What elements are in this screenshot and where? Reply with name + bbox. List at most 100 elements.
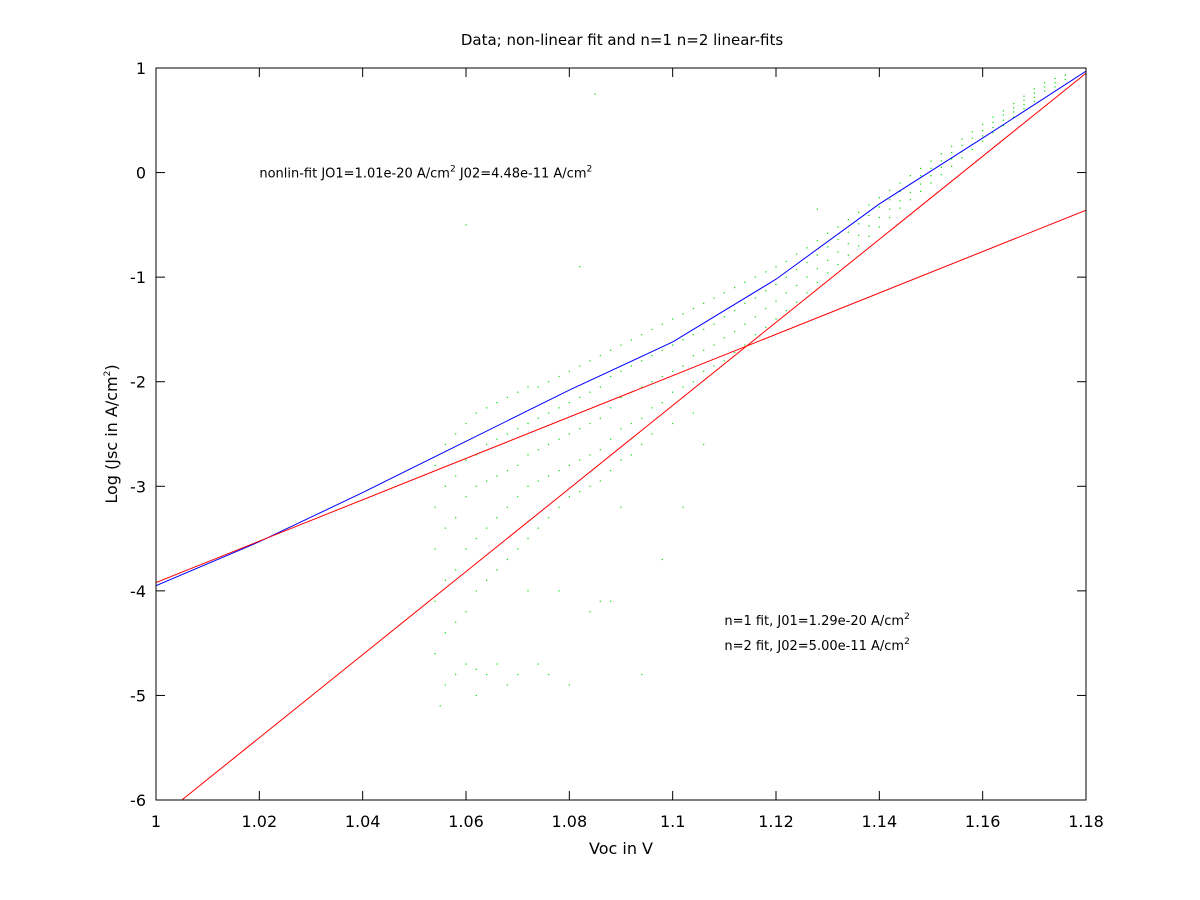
scatter-point [486, 527, 488, 529]
scatter-point [1013, 102, 1015, 105]
scatter-point [620, 396, 622, 398]
scatter-point [475, 590, 477, 592]
scatter-point [651, 381, 653, 383]
scatter-point [796, 301, 798, 303]
scatter-point [868, 225, 870, 227]
scatter-point [672, 318, 674, 320]
scatter-point [796, 269, 798, 271]
scatter-point [1033, 100, 1035, 103]
scatter-point [455, 673, 457, 676]
scatter-series-0 [434, 74, 1066, 707]
scatter-point [486, 407, 488, 409]
scatter-point [775, 266, 777, 268]
scatter-point [775, 318, 777, 320]
scatter-point [599, 417, 601, 419]
scatter-point [816, 268, 818, 270]
scatter-point [455, 569, 457, 571]
scatter-point [889, 199, 891, 201]
y-tick-label: -6 [130, 791, 146, 810]
scatter-point [765, 290, 767, 292]
scatter-point [992, 127, 994, 129]
scatter-point [599, 600, 601, 602]
scatter-point [816, 239, 818, 242]
scatter-point [506, 558, 508, 561]
scatter-point [558, 470, 560, 472]
scatter-point [496, 517, 498, 519]
scatter-point [734, 351, 736, 354]
scatter-point [599, 386, 601, 388]
scatter-point [909, 191, 911, 194]
scatter-point [847, 243, 849, 245]
scatter-point [661, 375, 663, 378]
scatter-point [517, 464, 519, 466]
scatter-point [899, 207, 901, 209]
scatter-point [765, 326, 767, 328]
scatter-point [899, 190, 901, 192]
scatter-point [620, 459, 622, 461]
y-tick-label: -3 [130, 477, 146, 496]
scatter-point [610, 407, 612, 409]
scatter-point [1033, 88, 1035, 90]
scatter-point [641, 673, 643, 676]
scatter-point [1044, 90, 1046, 92]
scatter-point [568, 370, 570, 372]
scatter-point [734, 287, 736, 289]
scatter-point [465, 422, 467, 425]
scatter-point [1054, 77, 1056, 80]
scatter-point [858, 223, 860, 225]
x-tick-label: 1.02 [242, 812, 278, 831]
scatter-point [754, 297, 756, 299]
scatter-point [868, 204, 870, 206]
scatter-point [754, 316, 756, 318]
scatter-point [641, 443, 643, 446]
scatter-point [827, 272, 829, 274]
scatter-point [599, 480, 601, 482]
scatter-point [651, 433, 653, 435]
scatter-point [992, 121, 994, 123]
scatter-point [878, 197, 880, 199]
scatter-point [610, 375, 612, 378]
scatter-point [579, 428, 581, 430]
x-tick-label: 1.04 [345, 812, 381, 831]
scatter-point [486, 443, 488, 446]
scatter-point [961, 138, 963, 140]
scatter-point [568, 464, 570, 466]
scatter-point [837, 226, 839, 228]
y-axis-label: Log (Jsc in A/cm2) [102, 364, 121, 503]
scatter-point [806, 276, 808, 278]
scatter-point [816, 208, 818, 210]
scatter-point [723, 337, 725, 339]
scatter-point [785, 276, 787, 278]
scatter-point [434, 506, 436, 508]
scatter-point [930, 160, 932, 162]
scatter-point [641, 360, 643, 362]
scatter-point [641, 417, 643, 419]
scatter-point [868, 214, 870, 217]
scatter-point [1002, 114, 1004, 116]
scatter-point [610, 349, 612, 351]
plot-frame [155, 67, 1087, 801]
scatter-point [589, 391, 591, 393]
scatter-point [537, 449, 539, 451]
scatter-point [589, 454, 591, 456]
scatter-point [940, 153, 942, 155]
y-axis-label-sup: 2 [103, 371, 113, 377]
scatter-point [579, 459, 581, 461]
scatter-point [475, 454, 477, 456]
scatter-point [672, 391, 674, 393]
scatter-point [537, 480, 539, 482]
scatter-point [496, 663, 498, 665]
scatter-point [878, 226, 880, 228]
scatter-point [496, 569, 498, 571]
scatter-point [754, 276, 756, 278]
annotation-sup: 2 [904, 637, 910, 647]
scatter-point [455, 621, 457, 623]
scatter-point [889, 189, 891, 191]
annotation-text: J02=4.48e-11 A/cm [456, 167, 587, 182]
scatter-point [951, 145, 953, 148]
scatter-point [517, 548, 519, 550]
scatter-point [517, 391, 519, 393]
scatter-point [610, 600, 612, 602]
scatter-point [889, 208, 891, 210]
